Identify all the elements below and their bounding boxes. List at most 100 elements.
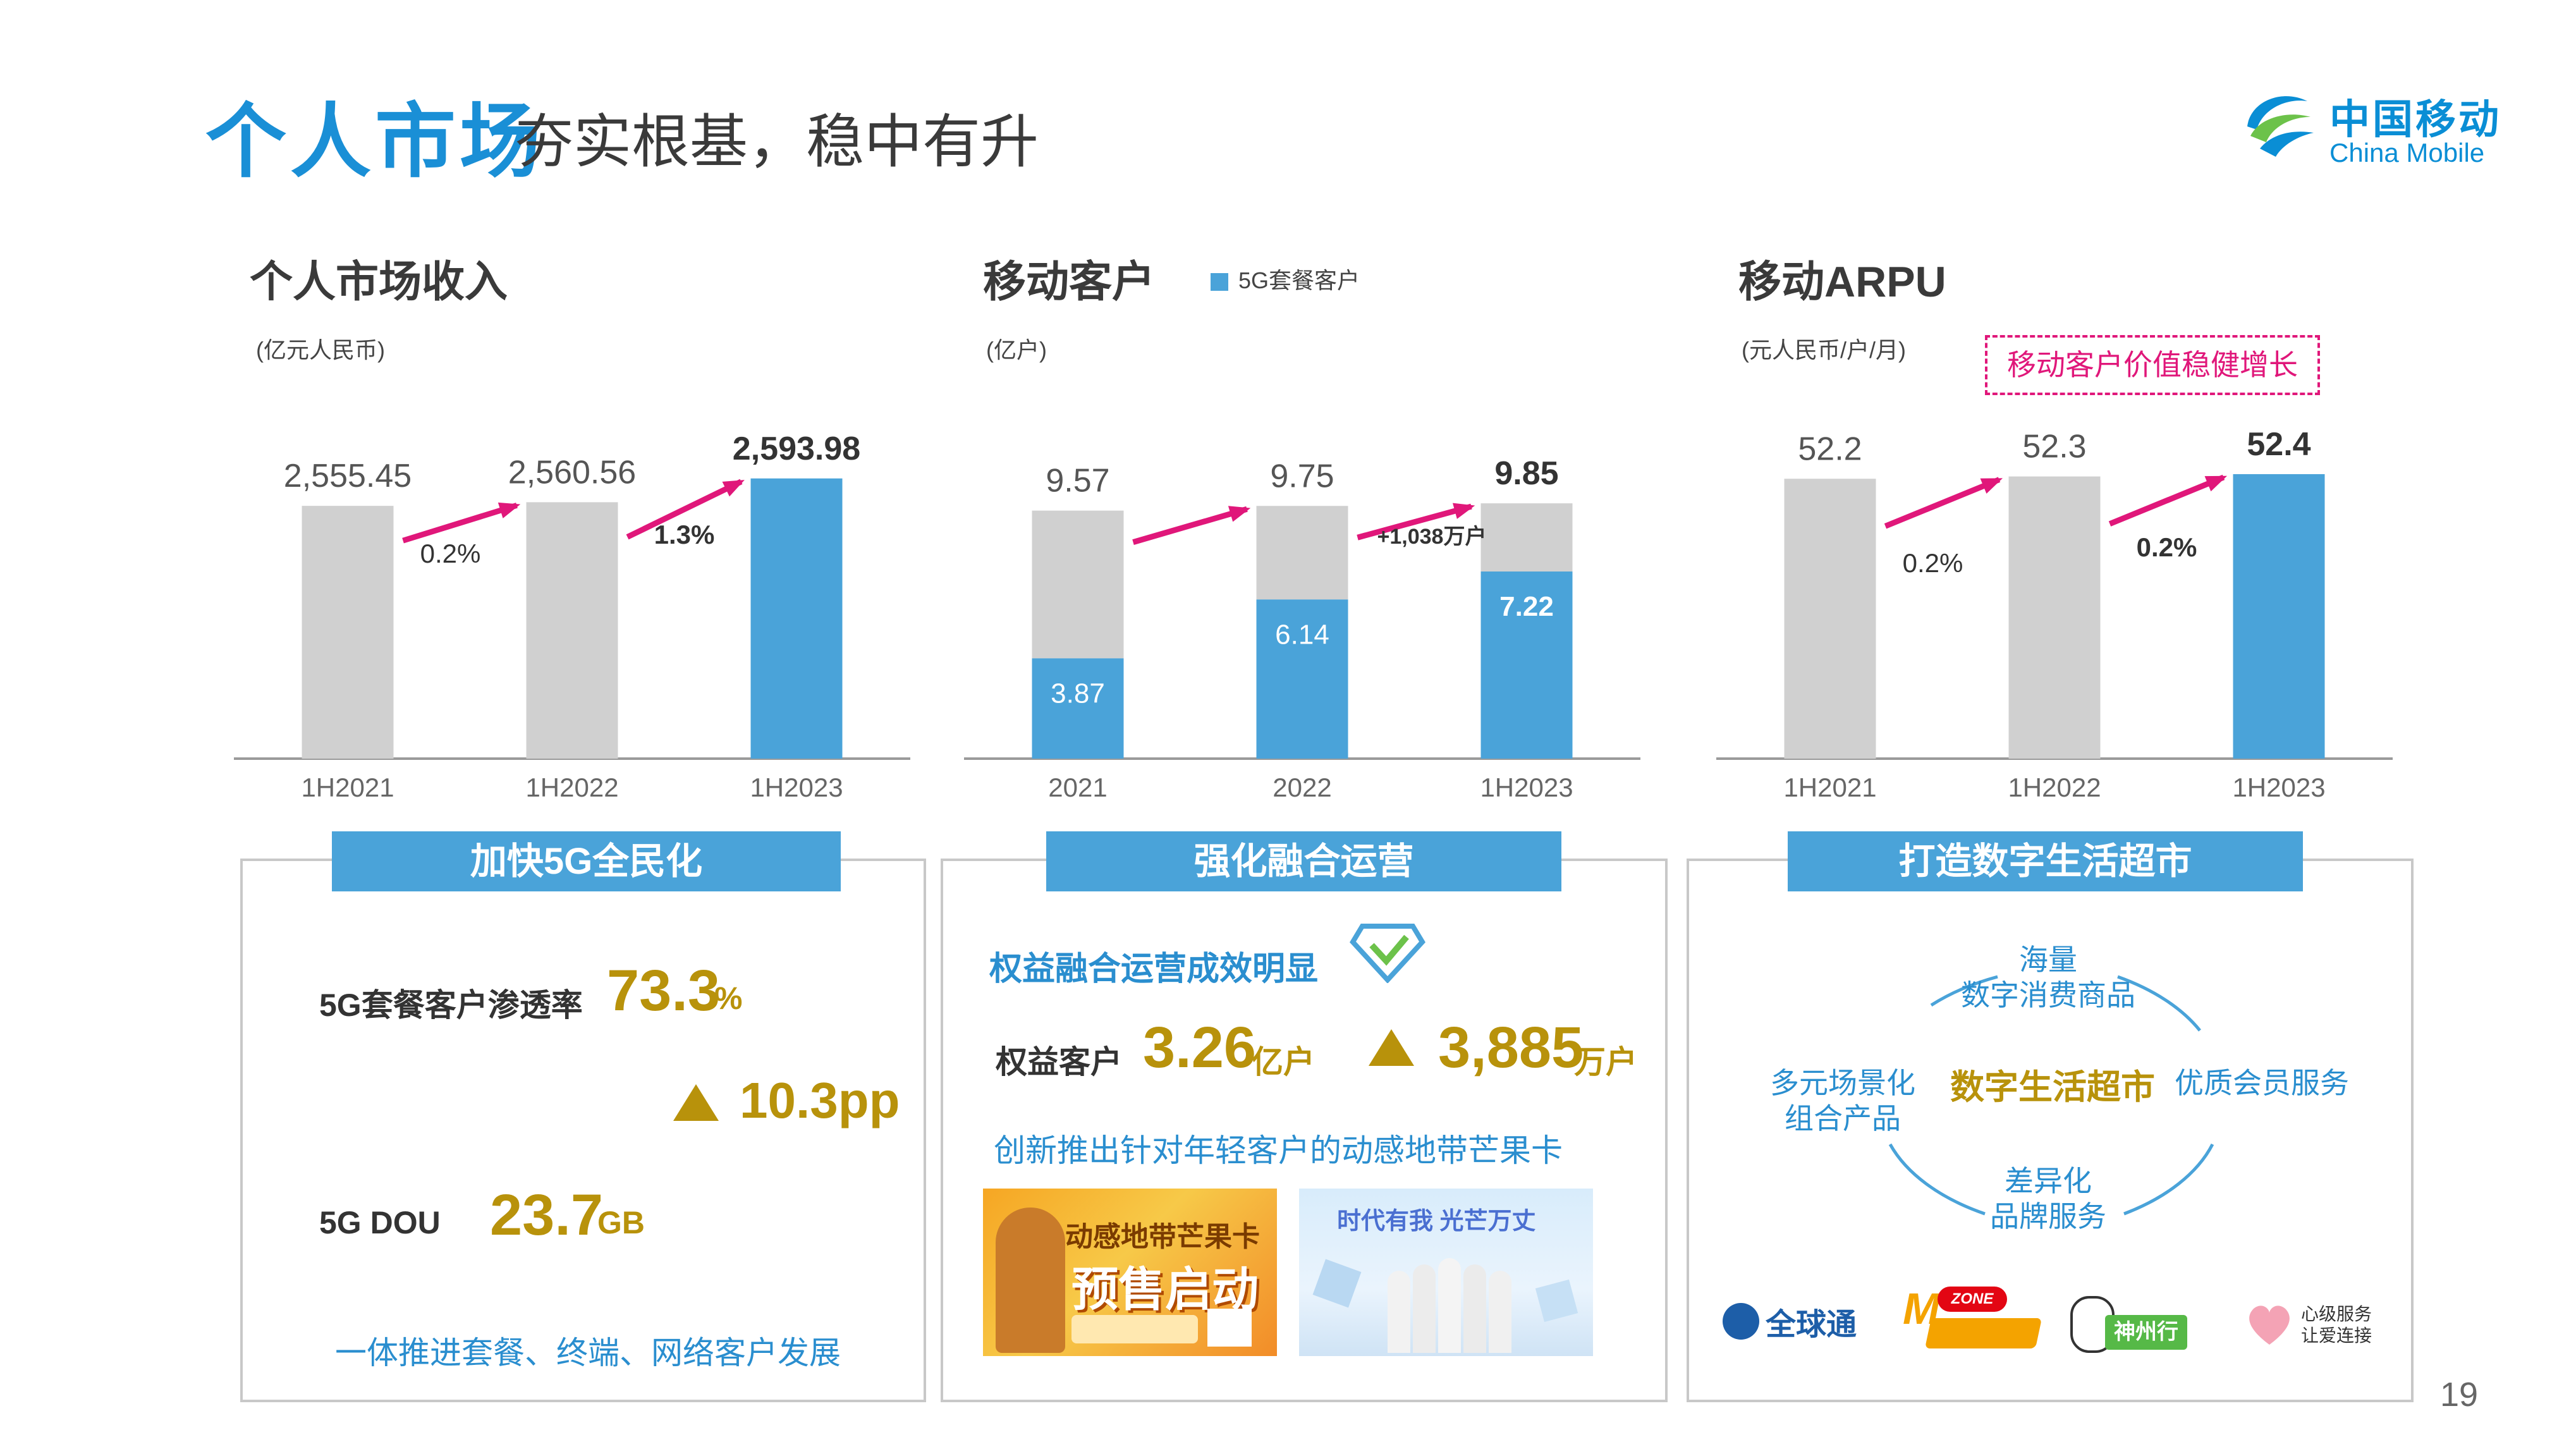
rights-change-unit: 万户	[1574, 1044, 1637, 1080]
bar	[526, 502, 618, 759]
cycle-top: 海量 数字消费商品	[1953, 942, 2143, 1013]
panel-digital-header: 打造数字生活超市	[1788, 831, 2303, 891]
china-mobile-logo: 中国移动 China Mobile	[2238, 76, 2516, 177]
bar-value-label: 2,555.45	[284, 458, 412, 494]
page-title: 个人市场	[205, 97, 545, 187]
growth-arrow-head	[1228, 506, 1251, 522]
customers-chart-svg: 9.57 3.87 2021 9.75 6.14 2022 9.85 7.22 1H2023 +1…	[964, 455, 1640, 802]
bar-5g-label: 7.22	[1499, 591, 1554, 622]
bar-total-label: 9.85	[1494, 455, 1558, 492]
poster-title: 预售启动	[1071, 1263, 1259, 1316]
arpu-chart-svg: 52.2 1H2021 52.3 1H2022 52.4 1H2023 0.2% 0.2%	[1716, 426, 2393, 802]
panel-5g	[240, 859, 926, 1402]
bar-5g-label: 3.87	[1051, 678, 1105, 709]
revenue-chart-svg: 2,555.45 1H2021 2,560.56 1H2022 2,593.98 1H20…	[234, 431, 910, 802]
growth-arrow	[1357, 503, 1475, 541]
arpu-chart: 52.2 1H2021 52.3 1H2022 52.4 1H2023 0.2% 0.2%	[1716, 405, 2393, 825]
growth-arrow-head	[722, 480, 745, 497]
bar	[2008, 476, 2101, 759]
dou-value: 23.7	[490, 1183, 604, 1247]
customers-chart: 9.57 3.87 2021 9.75 6.14 2022 9.85 7.22 1H2023 +1…	[964, 405, 1640, 825]
growth-arrow	[626, 479, 745, 540]
bar-5g	[1256, 599, 1348, 759]
bar-value-label: 52.4	[2247, 426, 2310, 463]
poster2-headline: 时代有我 光芒万丈	[1337, 1208, 1536, 1235]
bar	[750, 478, 843, 759]
brand-heart-service-logo: 心级服务 让爱连接	[2244, 1293, 2390, 1356]
growth-label: 0.2%	[420, 539, 481, 568]
bar-value-label: 52.2	[1798, 431, 1862, 467]
x-tick-label: 1H2022	[525, 773, 618, 802]
bar-value-label: 2,593.98	[733, 431, 860, 467]
growth-arrow-line	[1357, 503, 1472, 541]
x-tick-label: 2022	[1273, 773, 1331, 802]
diamond-check-icon	[1350, 924, 1425, 983]
rights-up-triangle-icon	[1369, 1029, 1414, 1069]
growth-arrow-head	[1980, 478, 2003, 494]
x-tick-label: 2021	[1048, 773, 1107, 802]
growth-arrow	[402, 502, 521, 544]
brand-mzone-logo: M ZONE	[1903, 1283, 2042, 1353]
arpu-unit: (元人民币/户/月)	[1742, 337, 1906, 363]
x-tick-label: 1H2023	[1480, 773, 1573, 802]
bar-5g	[1032, 658, 1124, 759]
panel-fusion-header: 强化融合运营	[1046, 831, 1561, 891]
growth-label: 0.2%	[1903, 548, 1963, 578]
growth-arrow-head	[2204, 475, 2228, 492]
cycle-center: 数字生活超市	[1950, 1068, 2155, 1106]
panel-5g-footer: 一体推进套餐、终端、网络客户发展	[335, 1335, 841, 1371]
bar-value-label: 52.3	[2022, 429, 2086, 465]
legend-swatch	[1211, 273, 1228, 291]
cycle-left: 多元场景化 组合产品	[1742, 1065, 1944, 1136]
growth-label: 1.3%	[654, 520, 715, 549]
bar	[1784, 479, 1876, 759]
arpu-title: 移动ARPU	[1738, 258, 1946, 306]
bar-total-label: 9.57	[1046, 463, 1109, 499]
growth-arrow-line	[1884, 477, 2001, 529]
growth-arrow	[1132, 506, 1251, 545]
growth-label: +1,038万户	[1377, 525, 1487, 549]
arpu-note: 移动客户价值稳健增长	[1985, 335, 2320, 395]
page-number: 19	[2440, 1376, 2479, 1414]
cycle-left-line2: 组合产品	[1785, 1102, 1901, 1135]
bar-non5g	[1480, 503, 1573, 572]
growth-arrow-line	[1132, 506, 1248, 545]
bar-total-label: 9.75	[1270, 458, 1334, 494]
growth-arrow-head	[1453, 503, 1475, 519]
bar-5g-label: 6.14	[1275, 619, 1329, 650]
panel-5g-header: 加快5G全民化	[332, 831, 841, 891]
growth-arrow	[2108, 474, 2228, 527]
cycle-top-line2: 数字消费商品	[1961, 979, 2135, 1012]
rights-value: 3.26	[1143, 1015, 1257, 1080]
rights-label: 权益客户	[996, 1044, 1122, 1080]
cycle-right: 优质会员服务	[2175, 1067, 2349, 1099]
page-subtitle: 夯实根基，稳中有升	[515, 110, 1039, 174]
group-poster-image[interactable]: 时代有我 光芒万丈	[1299, 1189, 1593, 1356]
panel-digital	[1687, 859, 2414, 1402]
mango-card-poster-image[interactable]: 动感地带芒果卡 预售启动	[983, 1189, 1277, 1356]
brand-szx-logo: 神州行	[2070, 1290, 2197, 1359]
cycle-top-line1: 海量	[2019, 943, 2077, 976]
growth-label: 0.2%	[2137, 532, 2197, 562]
up-triangle-icon	[673, 1084, 719, 1124]
revenue-unit: (亿元人民币)	[256, 337, 385, 363]
bar	[2233, 474, 2325, 759]
rights-change: 3,885	[1438, 1015, 1584, 1080]
penetration-value: 73.3	[607, 958, 721, 1023]
x-tick-label: 1H2022	[2008, 773, 2101, 802]
cycle-bottom-line2: 品牌服务	[1990, 1200, 2106, 1233]
cycle-ring	[1888, 975, 2214, 1216]
brand-qqt-logo: 全球通	[1723, 1299, 1857, 1343]
penetration-change: 10.3pp	[740, 1072, 900, 1128]
legend-label: 5G套餐客户	[1238, 267, 1360, 293]
heart-icon	[2249, 1305, 2290, 1345]
x-tick-label: 1H2021	[301, 773, 394, 802]
penetration-label: 5G套餐客户渗透率	[319, 987, 583, 1023]
fusion-headline: 权益融合运营成效明显	[989, 951, 1319, 987]
customers-title: 移动客户	[983, 258, 1156, 306]
bar-non5g	[1032, 510, 1124, 659]
cycle-left-line1: 多元场景化	[1770, 1067, 1915, 1099]
growth-arrow-line	[2108, 474, 2225, 527]
revenue-title: 个人市场收入	[250, 258, 508, 306]
